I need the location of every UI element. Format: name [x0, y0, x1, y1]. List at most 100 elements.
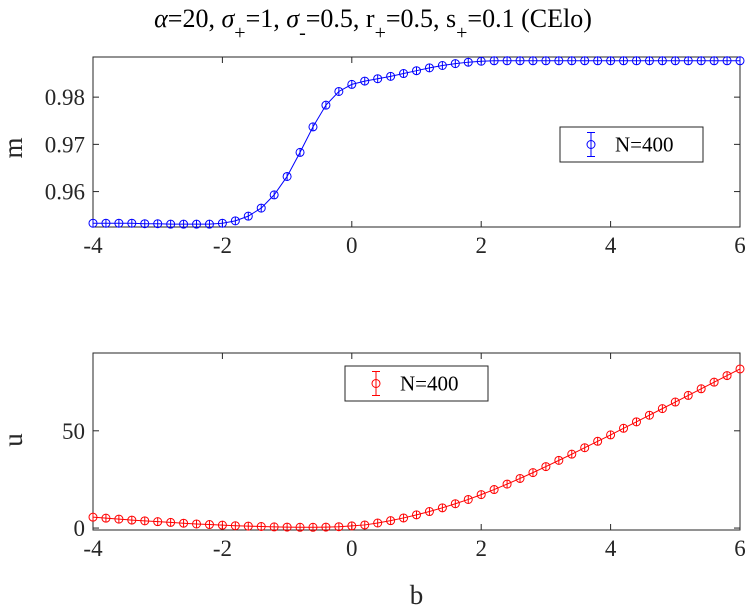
data-point	[709, 377, 719, 387]
data-point	[114, 514, 124, 524]
data-point	[450, 499, 460, 509]
data-point	[670, 397, 680, 407]
data-point	[140, 516, 150, 526]
axes-box	[92, 56, 741, 228]
data-point	[204, 520, 214, 530]
data-point	[412, 510, 421, 520]
x-tick-label: 2	[475, 536, 487, 561]
data-point	[657, 404, 667, 414]
title-part: σ	[221, 4, 235, 33]
data-point	[256, 203, 266, 213]
data-point	[735, 364, 745, 374]
y-tick-label: 50	[62, 419, 85, 444]
data-point	[606, 56, 616, 66]
x-tick-label: 0	[346, 233, 358, 258]
title-part: -	[299, 22, 306, 44]
data-point	[502, 56, 512, 66]
data-point	[166, 517, 176, 527]
legend-box	[344, 365, 489, 402]
title-part: +	[456, 22, 467, 44]
title-part: +	[234, 22, 245, 44]
data-point	[722, 371, 732, 381]
data-point	[631, 417, 641, 427]
axes-box	[92, 352, 741, 531]
data-point	[243, 211, 253, 221]
data-point	[683, 390, 693, 400]
data-point	[166, 219, 176, 229]
data-point	[644, 56, 654, 66]
y-axis-label: m	[0, 137, 28, 158]
y-tick-label: 0.97	[45, 132, 85, 157]
title-part: α	[154, 4, 169, 33]
data-point	[179, 219, 189, 229]
data-point	[347, 79, 357, 89]
x-tick-label: 2	[475, 233, 487, 258]
data-point	[424, 63, 434, 73]
data-point	[515, 56, 525, 66]
data-point	[269, 522, 279, 532]
data-point	[528, 468, 538, 478]
data-point	[230, 216, 240, 226]
data-point	[140, 219, 150, 229]
data-point	[399, 513, 409, 523]
data-point	[282, 171, 292, 181]
title-part: =0.5, r	[306, 4, 375, 33]
y-tick-label: 0	[74, 516, 86, 541]
data-point	[541, 462, 551, 472]
data-point	[88, 218, 98, 228]
data-point	[722, 56, 732, 66]
data-point	[347, 521, 357, 531]
data-point	[644, 410, 654, 420]
data-point	[554, 56, 564, 66]
data-point	[321, 522, 331, 532]
data-point	[360, 520, 370, 530]
data-point	[489, 485, 499, 495]
data-point	[295, 147, 305, 157]
data-point	[709, 56, 719, 66]
data-point	[683, 56, 693, 66]
data-point	[606, 430, 616, 440]
data-point	[243, 521, 253, 531]
data-point	[593, 436, 603, 446]
legend-box	[559, 126, 704, 163]
data-point	[593, 56, 603, 66]
data-point	[153, 517, 163, 527]
x-tick-label: -4	[83, 233, 103, 258]
y-tick-label: 0.96	[45, 180, 85, 205]
x-tick-label: 4	[605, 536, 617, 561]
data-point	[334, 86, 344, 96]
data-point	[88, 512, 98, 522]
data-point	[334, 522, 344, 532]
data-point	[114, 218, 124, 228]
data-point	[450, 59, 460, 69]
data-point	[217, 218, 227, 228]
data-point	[153, 219, 163, 229]
y-axis-label: u	[0, 433, 28, 447]
x-tick-label: 0	[346, 536, 358, 561]
title-part: σ	[286, 4, 300, 33]
data-point	[308, 522, 318, 532]
data-point	[127, 515, 137, 525]
data-point	[528, 56, 538, 66]
title-part: =0.1 (CElo)	[467, 4, 591, 33]
data-point	[204, 219, 214, 229]
x-tick-label: 6	[734, 536, 746, 561]
data-point	[179, 518, 189, 528]
title-part: =0.5, s	[386, 4, 456, 33]
data-point	[567, 56, 577, 66]
data-point	[696, 56, 706, 66]
data-point	[489, 56, 499, 66]
data-point	[412, 66, 421, 76]
data-point	[541, 56, 551, 66]
data-point	[192, 519, 202, 529]
data-point	[567, 449, 577, 459]
title-part: =20,	[168, 4, 222, 33]
data-point	[127, 218, 137, 228]
data-point	[463, 494, 473, 504]
data-point	[619, 56, 629, 66]
legend-label: N=400	[615, 133, 674, 157]
data-point	[515, 473, 525, 483]
chart-title: α=20, σ+=1, σ-=0.5, r+=0.5, s+=0.1 (CElo…	[154, 4, 592, 44]
top-chart-area: -4 -2 0 2 4 6 0.96 0.97 0.98 m N=400	[0, 56, 746, 258]
